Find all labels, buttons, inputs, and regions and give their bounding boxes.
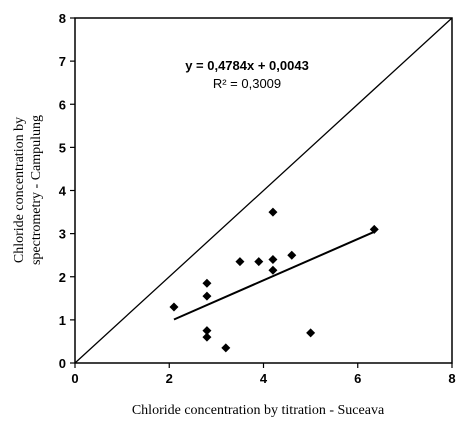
data-point-marker xyxy=(268,255,278,264)
data-point-marker xyxy=(169,302,179,312)
x-tick-label: 0 xyxy=(71,371,78,386)
y-tick-label: 0 xyxy=(59,356,66,371)
y-axis-title-line-2: spectrometry - Campulung xyxy=(29,115,44,265)
data-point-marker xyxy=(202,332,212,342)
reference-line-y-equals-x xyxy=(74,17,453,364)
equation-label: y = 0,4784x + 0,0043 xyxy=(185,58,309,73)
x-tick-label: 8 xyxy=(448,371,455,386)
y-tick-label: 1 xyxy=(59,313,66,328)
r-squared-label: R² = 0,3009 xyxy=(213,76,281,91)
y-tick-label: 2 xyxy=(59,270,66,285)
data-point-marker xyxy=(268,207,278,217)
y-tick-label: 8 xyxy=(59,11,66,26)
x-axis-ticks: 0 2 4 6 8 xyxy=(71,363,456,386)
data-point-marker xyxy=(202,291,212,301)
y-tick-label: 4 xyxy=(59,184,67,199)
x-tick-label: 6 xyxy=(354,371,361,386)
y-tick-label: 7 xyxy=(59,54,66,69)
data-point-marker xyxy=(369,224,379,234)
data-point-marker xyxy=(221,343,231,353)
data-point-marker xyxy=(235,257,245,267)
y-axis-title-line-1: Chloride concentration by xyxy=(12,117,27,263)
data-point-marker xyxy=(287,250,297,260)
x-tick-label: 4 xyxy=(260,371,268,386)
trend-line xyxy=(173,230,375,321)
data-points xyxy=(169,207,379,353)
x-axis-title: Chloride concentration by titration - Su… xyxy=(132,403,385,418)
x-tick-label: 2 xyxy=(166,371,173,386)
y-tick-label: 6 xyxy=(59,97,66,112)
data-point-marker xyxy=(306,328,316,338)
data-point-marker xyxy=(254,257,264,267)
data-point-marker xyxy=(268,265,278,275)
data-point-marker xyxy=(202,326,212,336)
y-tick-label: 3 xyxy=(59,227,66,242)
y-tick-label: 5 xyxy=(59,140,66,155)
y-axis-ticks: 0 1 2 3 4 5 6 7 8 xyxy=(59,11,75,371)
data-point-marker xyxy=(202,278,212,288)
